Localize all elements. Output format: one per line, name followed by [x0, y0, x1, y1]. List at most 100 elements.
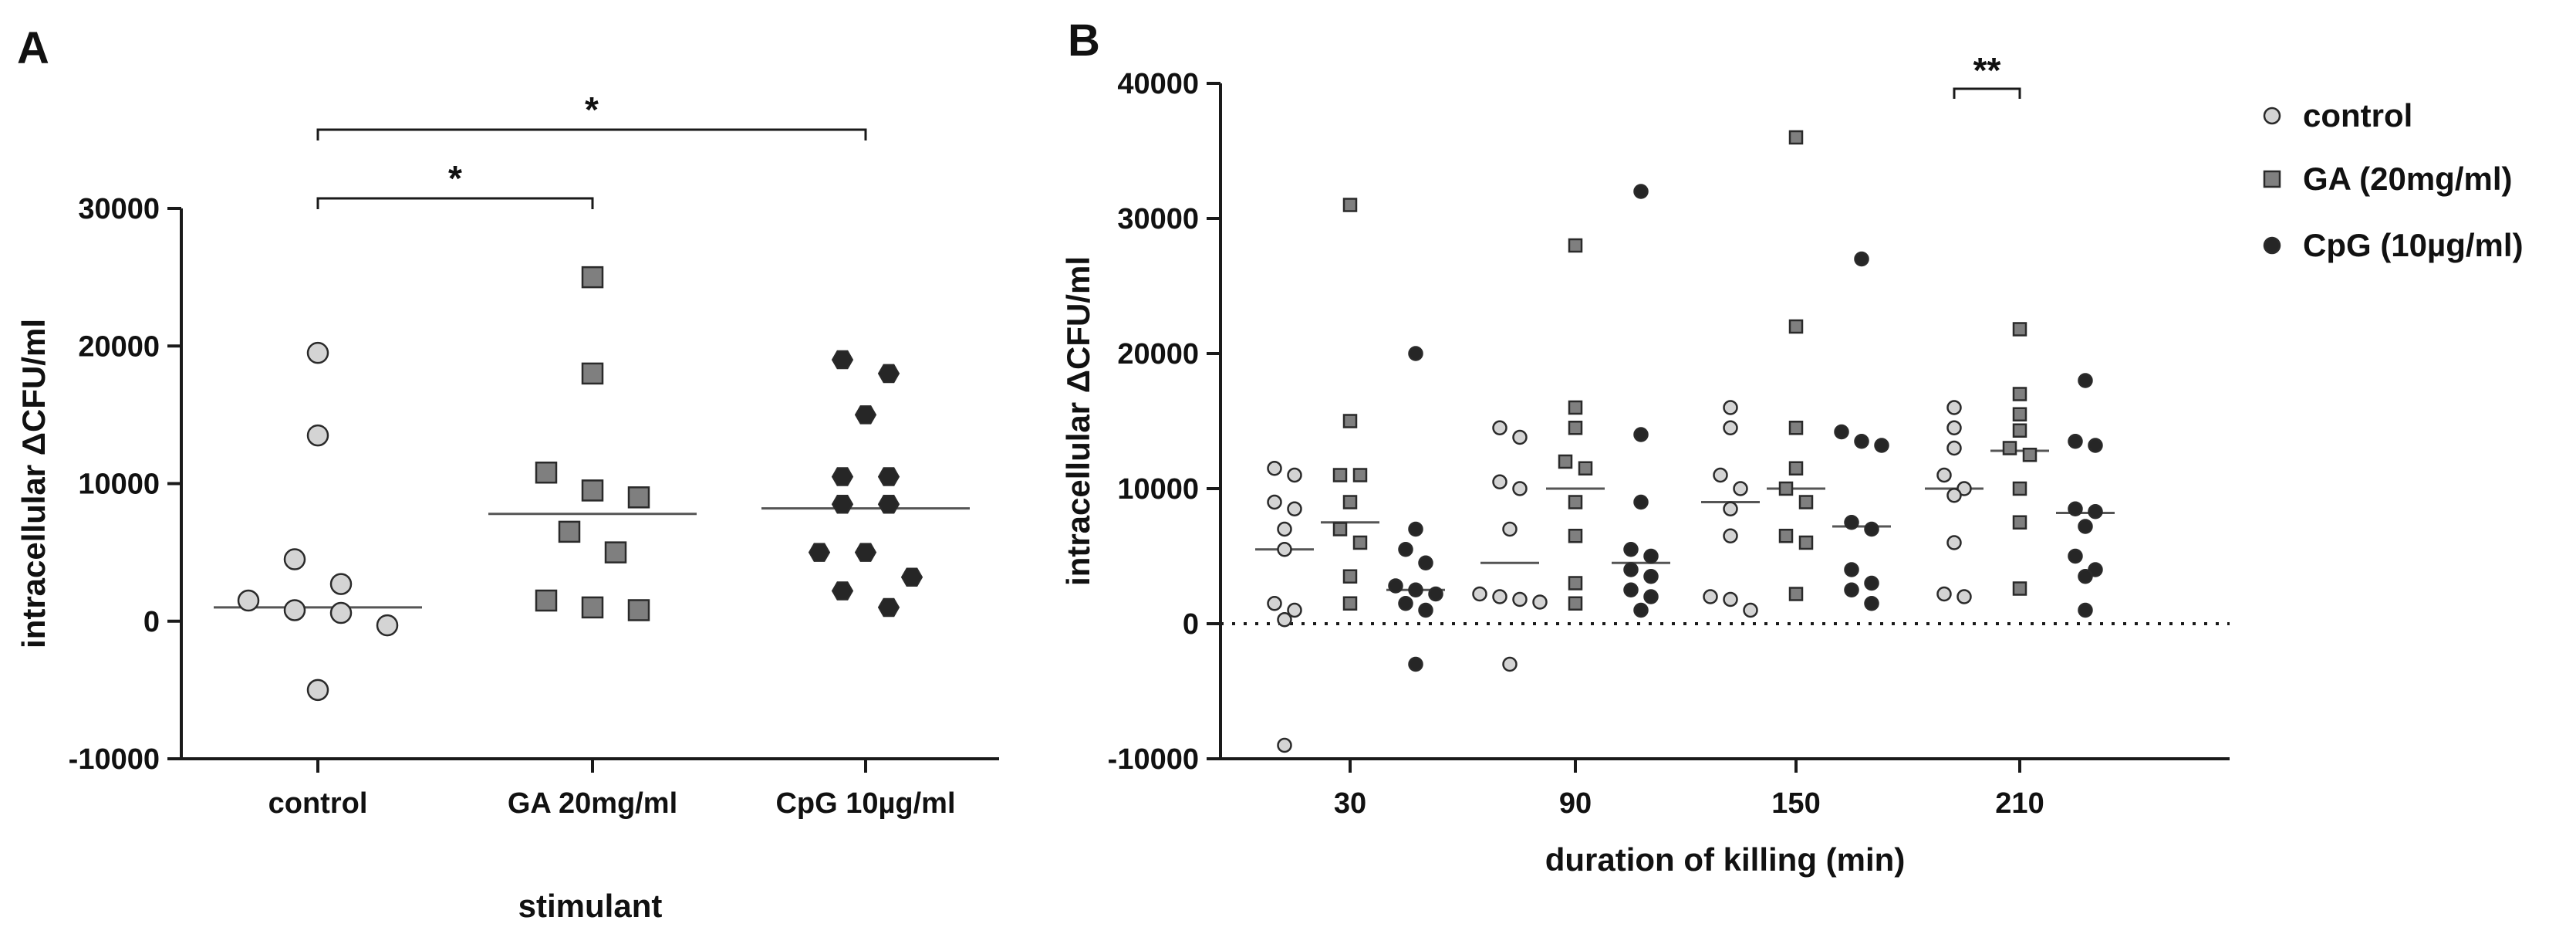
- data-point: [1267, 461, 1282, 476]
- data-point: [1788, 130, 1804, 145]
- data-point: [2078, 373, 2093, 388]
- data-point: [1936, 467, 1952, 483]
- panel-b: B -10000 0 10000 20000 30000 40000 30 90 150 210 in…: [1060, 15, 2524, 878]
- data-point: [1643, 589, 1659, 604]
- data-point: [1703, 589, 1718, 604]
- data-point: [1936, 586, 1952, 602]
- data-point: [1834, 424, 1849, 440]
- data-point: [1532, 594, 1548, 610]
- y-tick-label: 20000: [78, 330, 160, 363]
- data-point: [558, 520, 581, 543]
- data-point: [877, 495, 900, 514]
- legend-label: GA (20mg/ml): [2303, 161, 2512, 197]
- data-point: [1798, 535, 1814, 550]
- data-point: [877, 364, 900, 384]
- data-point: [1428, 586, 1443, 602]
- data-point: [1864, 521, 1879, 537]
- data-point: [1723, 591, 1738, 607]
- data-point: [535, 589, 558, 612]
- data-point: [1502, 656, 1518, 672]
- data-point: [1788, 421, 1804, 435]
- y-tick-label: 40000: [1117, 68, 1199, 100]
- panel-a: A -10000 0 10000 20000 30000 control GA 20mg/ml…: [15, 23, 999, 924]
- data-point: [329, 573, 353, 595]
- data-point: [1798, 495, 1814, 509]
- data-point: [1844, 515, 1859, 530]
- data-point: [1643, 548, 1659, 564]
- data-point: [1277, 521, 1292, 537]
- x-axis-title: duration of killing (min): [1545, 841, 1906, 878]
- data-point: [1723, 400, 1738, 415]
- data-point: [627, 599, 650, 621]
- x-tick-label: 30: [1334, 787, 1366, 820]
- y-tick-label: 30000: [1117, 203, 1199, 235]
- data-point: [1408, 582, 1423, 597]
- significance-label: *: [585, 90, 599, 130]
- data-point: [831, 581, 854, 601]
- data-point: [1946, 420, 1962, 435]
- data-point: [1502, 521, 1518, 537]
- y-tick-label: -10000: [1108, 743, 1199, 776]
- data-point: [1332, 468, 1348, 482]
- data-point: [1408, 656, 1423, 672]
- data-point: [1568, 400, 1583, 415]
- data-point: [1854, 434, 1869, 449]
- data-point: [1946, 400, 1962, 415]
- data-point: [1277, 737, 1292, 753]
- data-point: [1568, 421, 1583, 435]
- legend-marker: [2263, 236, 2281, 255]
- data-point: [1568, 495, 1583, 509]
- data-point: [306, 341, 329, 364]
- data-point: [1492, 589, 1507, 604]
- data-point: [1492, 474, 1507, 489]
- data-point: [1723, 501, 1738, 516]
- y-tick-label: -10000: [69, 743, 160, 776]
- data-point: [1418, 602, 1433, 618]
- x-tick-label: GA 20mg/ml: [508, 787, 677, 820]
- data-point: [1418, 555, 1433, 570]
- data-point: [854, 405, 877, 425]
- data-point: [1558, 454, 1573, 469]
- data-point: [376, 614, 399, 637]
- data-point: [2088, 562, 2103, 577]
- data-point: [1287, 602, 1302, 618]
- data-point: [1864, 596, 1879, 611]
- data-point: [1844, 582, 1859, 597]
- data-point: [1946, 488, 1962, 503]
- significance-label: *: [448, 158, 462, 198]
- data-point: [831, 350, 854, 370]
- data-point: [1342, 198, 1358, 212]
- x-tick-label: 150: [1771, 787, 1820, 820]
- data-point: [831, 467, 854, 486]
- legend-label: control: [2303, 97, 2412, 134]
- data-point: [329, 601, 353, 624]
- x-tick-label: 90: [1559, 787, 1592, 820]
- data-point: [2068, 434, 2083, 449]
- data-point: [2012, 322, 2027, 337]
- significance-bracket: [316, 197, 594, 209]
- data-point: [1342, 596, 1358, 611]
- data-point: [1342, 569, 1358, 584]
- y-tick-label: 10000: [1117, 473, 1199, 506]
- data-point: [1398, 542, 1413, 557]
- y-tick-label: 0: [1183, 608, 1199, 641]
- data-point: [2088, 504, 2103, 519]
- y-tick-label: 20000: [1117, 338, 1199, 371]
- data-point: [1788, 461, 1804, 475]
- data-point: [2078, 519, 2093, 534]
- data-point: [1568, 596, 1583, 611]
- data-point: [2068, 548, 2083, 564]
- data-point: [1352, 468, 1368, 482]
- data-point: [1788, 319, 1804, 334]
- data-point: [2078, 569, 2093, 584]
- legend-marker: [2263, 170, 2281, 188]
- data-point: [1398, 596, 1413, 611]
- data-point: [1388, 578, 1403, 594]
- data-point: [283, 599, 306, 621]
- x-tick-label: CpG 10µg/ml: [775, 787, 955, 820]
- data-point: [2012, 407, 2027, 421]
- y-tick-label: 0: [143, 606, 160, 638]
- data-point: [1723, 528, 1738, 543]
- data-point: [1956, 589, 1972, 604]
- significance-bracket: [316, 128, 867, 140]
